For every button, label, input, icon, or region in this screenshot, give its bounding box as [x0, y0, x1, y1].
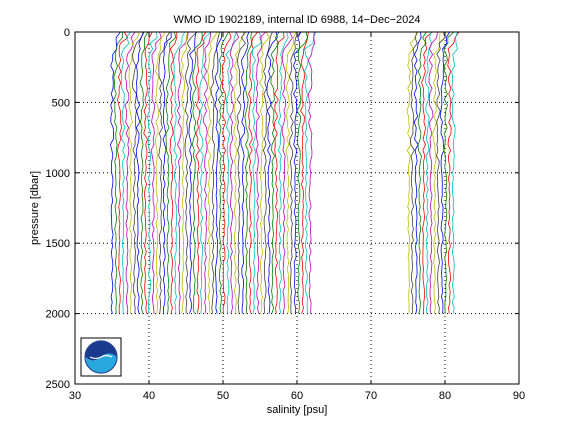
profile-line	[124, 31, 136, 314]
profile-line	[236, 31, 247, 314]
profile-line	[240, 31, 250, 314]
profile-line	[217, 31, 229, 314]
profile-line	[307, 31, 316, 314]
y-tick-label: 1500	[46, 238, 70, 250]
profile-line	[150, 31, 162, 314]
profile-line	[210, 31, 220, 314]
profile-line	[195, 31, 207, 314]
profile-line	[288, 31, 301, 314]
profile-line	[277, 31, 289, 314]
profile-line	[439, 31, 451, 314]
profile-line	[180, 31, 188, 314]
profile-line	[173, 31, 185, 314]
profile-line	[188, 31, 197, 314]
profile-line	[158, 31, 171, 314]
profile-line	[113, 32, 123, 314]
x-axis-label: salinity [psu]	[267, 404, 328, 416]
noaa-logo	[80, 337, 122, 377]
profile-line	[406, 31, 417, 314]
x-tick-label: 40	[143, 390, 155, 402]
profile-line	[120, 31, 131, 314]
profile-line	[436, 31, 446, 314]
profile-line	[410, 31, 418, 314]
profile-line	[184, 31, 198, 314]
profile-line	[207, 31, 218, 314]
profile-line	[304, 31, 316, 314]
profile-line	[233, 31, 245, 314]
profile-line	[251, 31, 263, 314]
profile-line	[424, 31, 432, 314]
profile-line	[417, 31, 427, 314]
profile-line	[296, 31, 308, 314]
profile-line	[266, 31, 278, 314]
axis-ticks: 30 40 50 60 70 80 90 0 500 1000 1500 2000 2500	[46, 27, 526, 402]
profile-line	[203, 31, 212, 314]
profile-line	[244, 31, 253, 314]
profile-line	[451, 31, 458, 314]
profile-line	[262, 31, 273, 314]
profile-line	[128, 31, 140, 314]
profile-line	[139, 31, 149, 314]
y-axis-label: pressure [dbar]	[29, 171, 41, 245]
x-tick-label: 50	[217, 390, 229, 402]
profile-line	[214, 31, 223, 314]
profile-line	[199, 31, 212, 314]
profile-line	[421, 31, 433, 314]
profile-line	[109, 31, 121, 314]
profile-line	[146, 31, 158, 314]
profile-line	[143, 31, 153, 314]
profile-line	[176, 31, 189, 314]
profile-line	[191, 31, 203, 314]
profile-line	[443, 31, 455, 314]
profile-line	[293, 31, 302, 314]
profile-line	[154, 31, 166, 314]
profile-line	[413, 31, 422, 314]
y-tick-label: 2000	[46, 309, 70, 321]
profile-line	[162, 31, 172, 314]
profile-line	[131, 31, 144, 314]
chart-title: WMO ID 1902189, internal ID 6988, 14−Dec…	[173, 14, 420, 26]
profile-line	[270, 31, 280, 314]
profiles	[109, 31, 460, 314]
profile-line	[432, 31, 441, 314]
profile-line	[428, 31, 438, 314]
profile-line	[285, 31, 297, 314]
profile-line	[248, 31, 259, 314]
profile-line	[117, 31, 129, 314]
profile-line	[135, 31, 145, 314]
profile-line	[447, 31, 460, 314]
profile-line	[281, 31, 293, 314]
profile-line	[221, 31, 232, 314]
profile-line	[165, 31, 177, 314]
x-tick-label: 90	[513, 390, 525, 402]
y-tick-label: 0	[64, 27, 70, 39]
profile-line	[225, 31, 237, 314]
profile-line	[300, 31, 309, 314]
profile-line	[229, 31, 240, 314]
x-tick-label: 30	[69, 390, 81, 402]
y-tick-label: 500	[52, 97, 70, 109]
profile-line	[255, 31, 267, 314]
x-tick-label: 60	[291, 390, 303, 402]
y-tick-label: 2500	[46, 379, 70, 391]
x-tick-label: 70	[365, 390, 377, 402]
y-tick-label: 1000	[46, 168, 70, 180]
profile-line	[169, 32, 178, 314]
x-tick-label: 80	[439, 390, 451, 402]
profile-line	[273, 31, 285, 314]
profile-line	[259, 31, 270, 314]
